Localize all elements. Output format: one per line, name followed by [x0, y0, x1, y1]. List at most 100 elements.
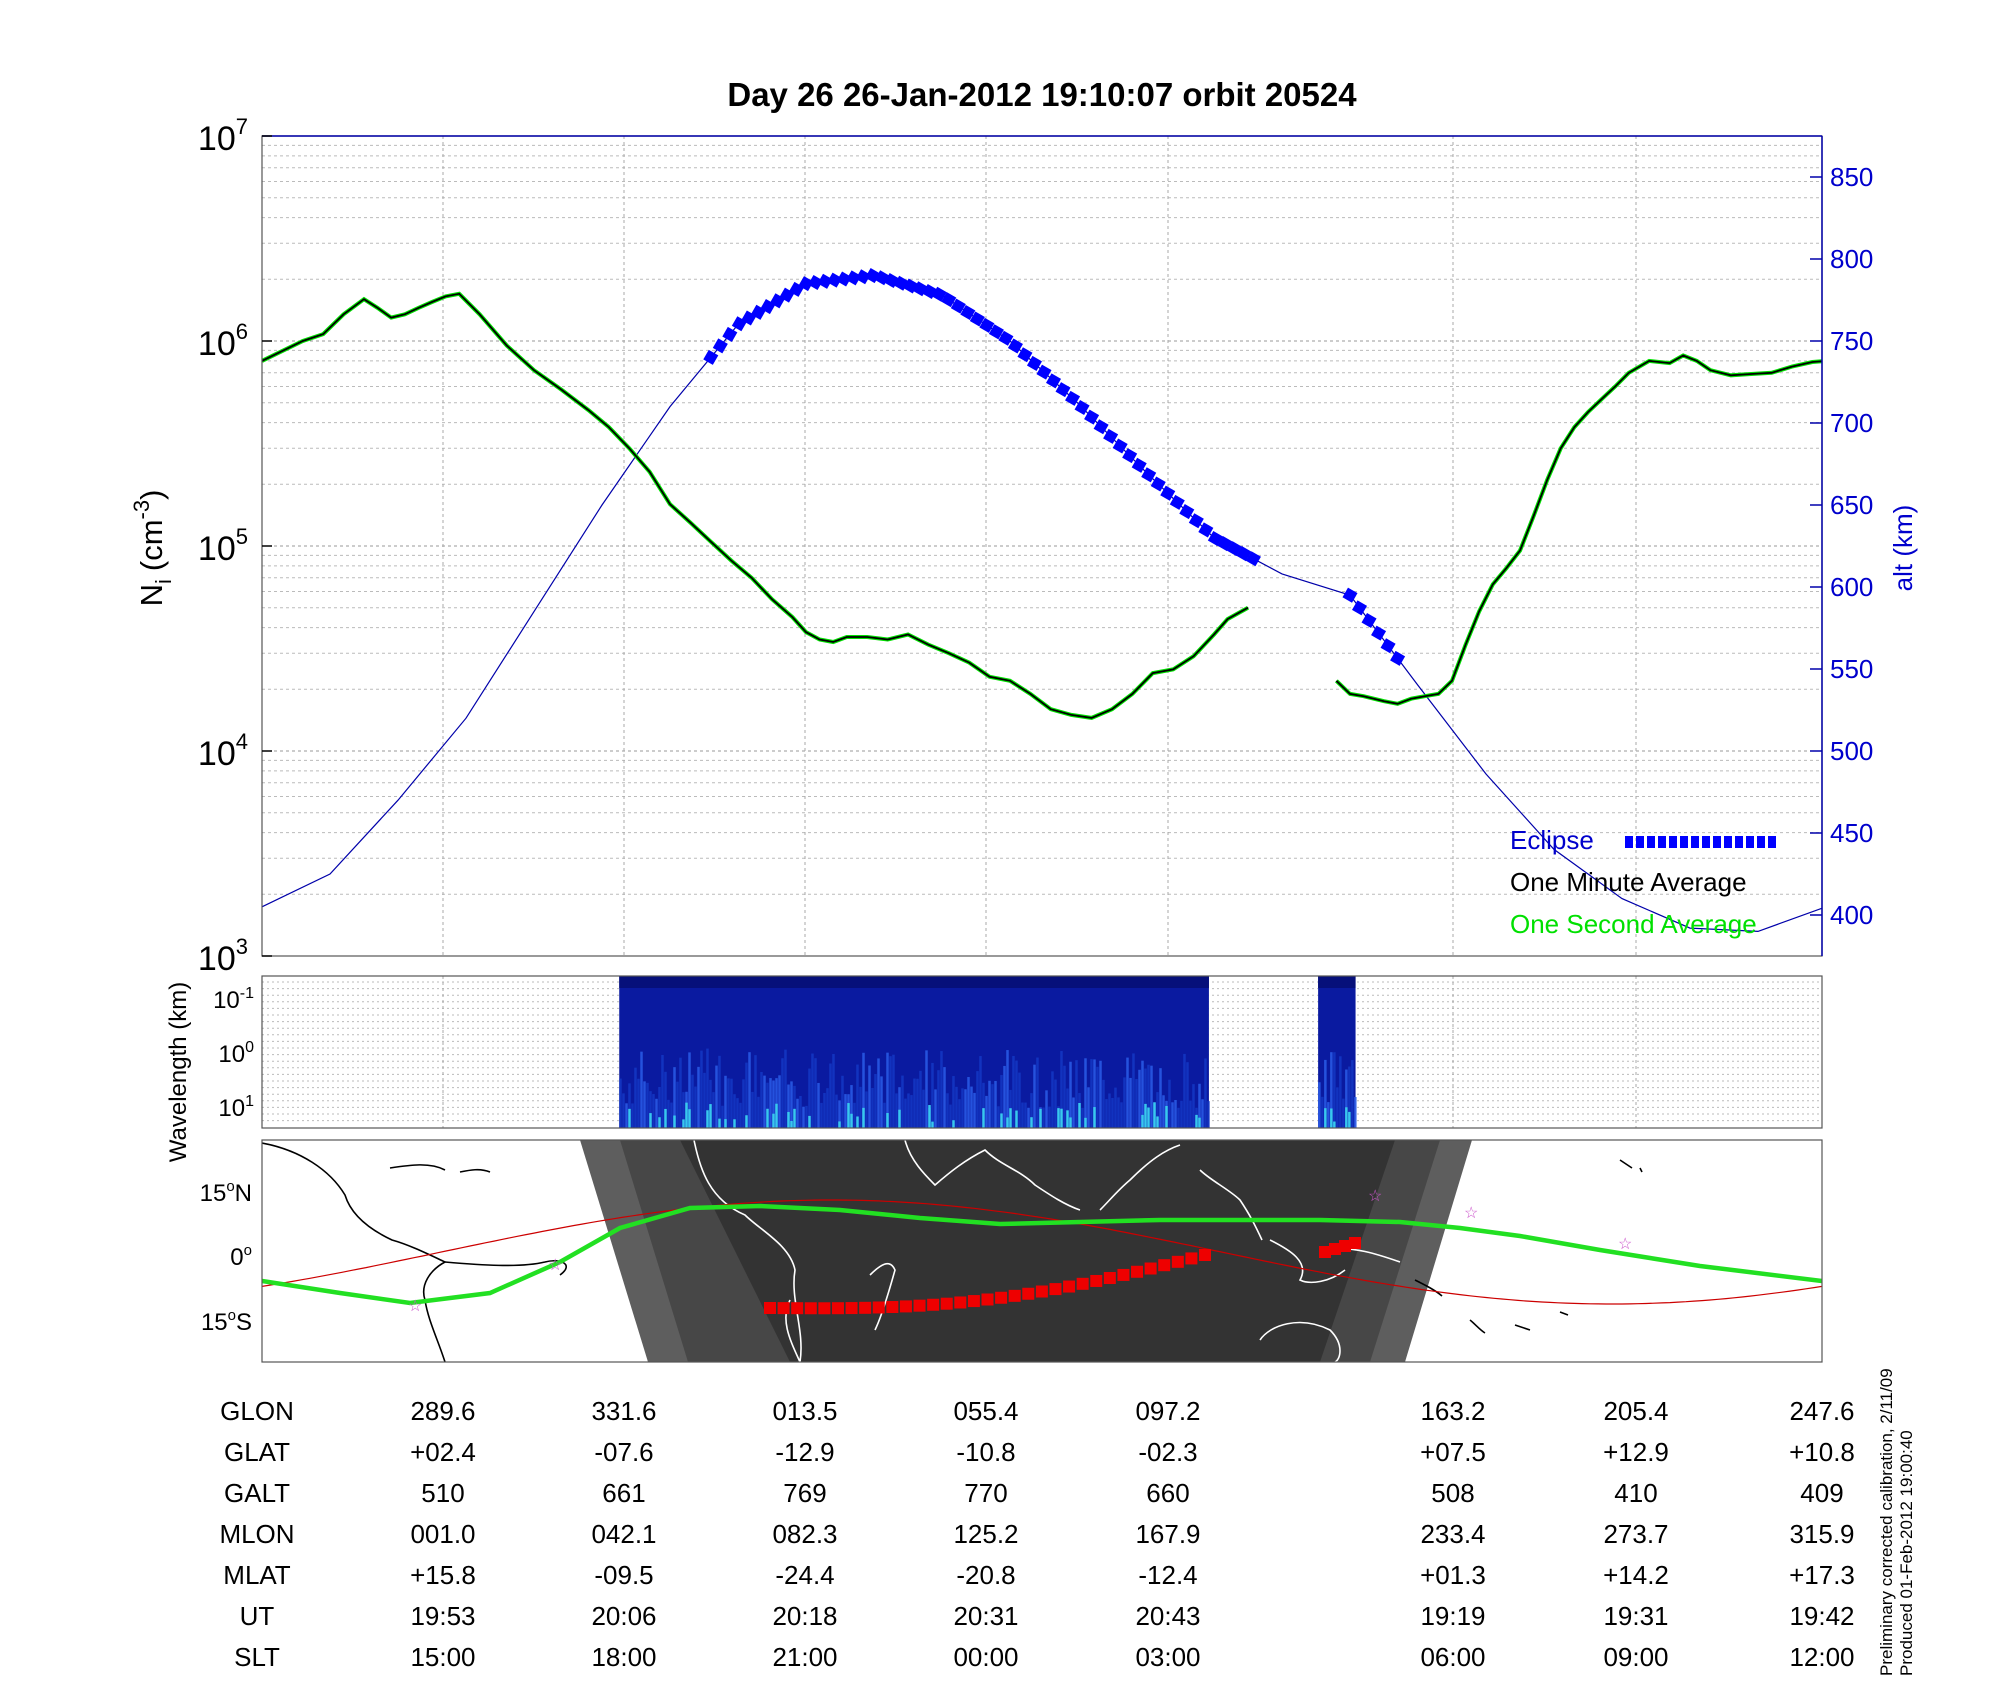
spectrogram-column	[697, 1066, 700, 1128]
eclipse-marker	[960, 305, 976, 321]
spectrogram-column	[979, 1056, 982, 1128]
eclipse-marker	[1103, 428, 1119, 444]
eclipse-marker	[969, 311, 985, 327]
spectrogram-column	[898, 1087, 901, 1128]
spectrogram-column	[658, 1086, 661, 1128]
legend-eclipse-square	[1713, 836, 1721, 848]
spectrogram-column	[1339, 1056, 1342, 1128]
spectrogram-column	[655, 1098, 658, 1128]
table-cell: 20:06	[591, 1601, 656, 1631]
spectrogram-column	[703, 1072, 706, 1128]
table-cell: 409	[1800, 1478, 1843, 1508]
map-tick-label: 15oS	[201, 1307, 252, 1336]
eclipse-series	[703, 268, 1406, 666]
spectrogram-column	[889, 1056, 892, 1128]
eclipse-track-marker	[967, 1295, 980, 1308]
table-cell: 097.2	[1135, 1396, 1200, 1426]
spectrogram-column	[763, 1075, 766, 1128]
spectrogram-y-label: Wavelength (km)	[165, 982, 192, 1163]
spectrogram-column	[1348, 1066, 1351, 1128]
spectrogram-column	[652, 1094, 655, 1128]
spectrogram-column	[631, 1103, 634, 1128]
eclipse-marker	[855, 269, 871, 285]
spectrogram-column	[640, 1051, 643, 1128]
spectrogram-column	[922, 1089, 925, 1128]
tick-value: 15	[201, 1309, 228, 1336]
spectrogram-column	[1327, 1102, 1330, 1128]
spectrogram-column	[1111, 1097, 1114, 1128]
legend-eclipse-square	[1735, 836, 1743, 848]
spectrogram-highlight	[1156, 1116, 1159, 1128]
spectrogram-highlight	[847, 1103, 850, 1128]
spectrogram-column	[1138, 1069, 1141, 1128]
spectrogram-top-band	[619, 976, 1209, 988]
spectrogram-column	[919, 1070, 922, 1128]
spectrogram-column	[724, 1075, 727, 1128]
spectrogram-highlight	[1345, 1107, 1348, 1128]
eclipse-track-marker	[804, 1302, 817, 1315]
eclipse-marker	[950, 298, 966, 314]
spectrogram-column	[841, 1075, 844, 1128]
spectrogram-highlight	[682, 1119, 685, 1128]
table-cell: 660	[1146, 1478, 1189, 1508]
eclipse-marker	[1160, 485, 1176, 501]
eclipse-marker	[1112, 438, 1128, 454]
spectrogram-top-band	[1318, 976, 1356, 988]
spectrogram-highlight	[1009, 1108, 1012, 1128]
spectrogram-column	[967, 1077, 970, 1128]
eclipse-marker	[712, 338, 728, 354]
spectrogram-column	[880, 1076, 883, 1128]
spectrogram-highlight	[1069, 1117, 1072, 1128]
table-cell: 18:00	[591, 1642, 656, 1672]
spectrogram-column	[1186, 1062, 1189, 1128]
spectrogram-highlight	[1198, 1117, 1201, 1128]
star-icon: ☆	[548, 1257, 562, 1274]
legend-eclipse-square	[1647, 836, 1655, 848]
spectrogram-tick-label: 101	[218, 1093, 254, 1122]
spectrogram-highlight	[1153, 1102, 1156, 1128]
spectrogram-column	[1144, 1068, 1147, 1128]
eclipse-track-marker	[1076, 1277, 1089, 1290]
eclipse-track-marker	[1339, 1240, 1351, 1252]
spectrogram-column	[748, 1052, 751, 1128]
spectrogram-highlight	[706, 1110, 709, 1128]
spectrogram-column	[832, 1053, 835, 1128]
eclipse-marker	[703, 349, 719, 365]
y2-tick-label: 400	[1830, 900, 1873, 930]
legend-eclipse-square	[1636, 836, 1644, 848]
spectrogram-column	[1036, 1057, 1039, 1128]
legend-eclipse-marker	[1625, 836, 1776, 848]
spectrogram-column	[1168, 1079, 1171, 1128]
spectrogram-column	[802, 1106, 805, 1128]
spectrogram-highlight	[1093, 1107, 1096, 1128]
spectrogram-highlight	[1084, 1117, 1087, 1128]
legend-eclipse: Eclipse	[1510, 825, 1594, 855]
spectrogram-column	[706, 1048, 709, 1128]
table-cell: 410	[1614, 1478, 1657, 1508]
spectrogram-highlight	[775, 1103, 778, 1128]
table-cell: 289.6	[410, 1396, 475, 1426]
map-frame	[261, 1139, 1823, 1363]
spectrogram-highlight	[1057, 1108, 1060, 1128]
table-row-label: UT	[240, 1601, 275, 1631]
eclipse-track-marker	[1329, 1243, 1341, 1255]
eclipse-marker	[1074, 399, 1090, 415]
eclipse-track-marker	[1185, 1252, 1198, 1265]
map-tick-label: 0o	[230, 1242, 252, 1271]
spectrogram-column	[904, 1098, 907, 1128]
table-row-label: GLAT	[224, 1437, 290, 1467]
eclipse-marker	[998, 330, 1014, 346]
spectrogram-column	[754, 1055, 757, 1128]
spectrogram-highlight	[772, 1113, 775, 1128]
spectrogram-column	[892, 1054, 895, 1128]
legend-eclipse-square	[1669, 836, 1677, 848]
table-cell: 769	[783, 1478, 826, 1508]
eclipse-marker	[1390, 650, 1406, 666]
spectrogram-column	[661, 1054, 664, 1128]
spectrogram-column	[778, 1075, 781, 1128]
spectrogram-column	[946, 1093, 949, 1128]
table-cell: 042.1	[591, 1519, 656, 1549]
eclipse-track-marker	[1063, 1280, 1076, 1293]
